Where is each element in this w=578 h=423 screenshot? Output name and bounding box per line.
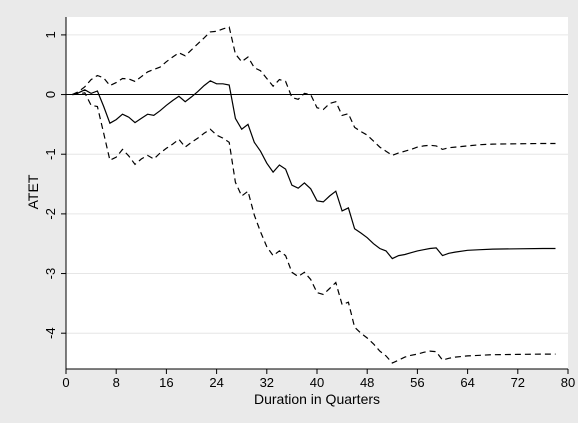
x-tick-label: 48 — [360, 375, 374, 390]
lower-confidence-band — [72, 92, 556, 364]
x-axis-title: Duration in Quarters — [254, 391, 380, 407]
x-tick-label: 24 — [209, 375, 223, 390]
x-tick-label: 16 — [159, 375, 173, 390]
x-tick-label: 80 — [561, 375, 575, 390]
x-tick-label: 32 — [260, 375, 274, 390]
x-tick-label: 0 — [62, 375, 69, 390]
y-tick-label: -2 — [43, 208, 58, 220]
x-tick-label: 64 — [460, 375, 474, 390]
y-tick-label: -3 — [43, 268, 58, 280]
y-tick-label: -4 — [43, 327, 58, 339]
x-tick-label: 40 — [310, 375, 324, 390]
y-tick-label: 0 — [43, 91, 58, 98]
y-tick-label: -1 — [43, 148, 58, 160]
series-lines — [72, 26, 556, 364]
plot-area — [66, 17, 568, 369]
upper-confidence-band — [72, 26, 556, 157]
atet-estimate-line — [72, 80, 556, 260]
x-tick-label: 8 — [113, 375, 120, 390]
y-tick-label: 1 — [43, 31, 58, 38]
axes: 1 0 -1 -2 -3 -4 0 8 16 24 32 40 48 56 64 72 80 — [43, 17, 575, 390]
y-axis-title: ATET — [25, 174, 41, 209]
x-tick-label: 72 — [511, 375, 525, 390]
x-tick-label: 56 — [410, 375, 424, 390]
